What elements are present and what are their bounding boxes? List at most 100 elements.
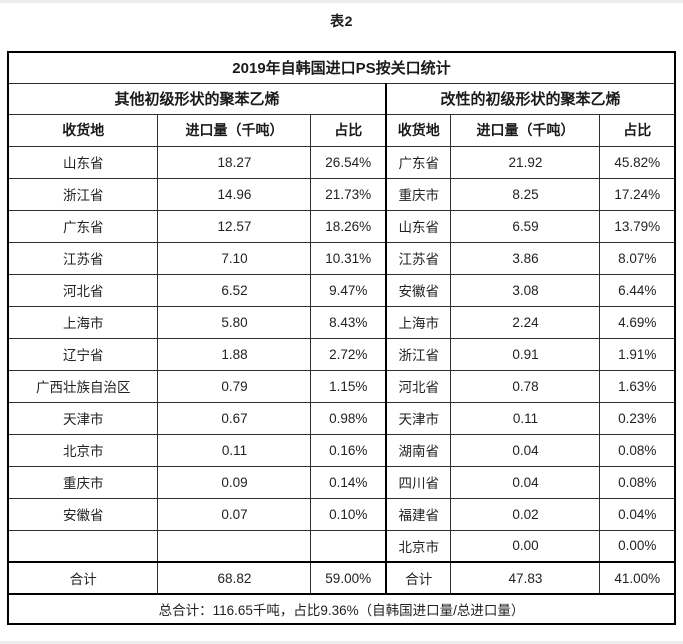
share-cell: 0.08% [599, 433, 676, 467]
import-volume-cell: 0.79 [157, 369, 312, 403]
receiver-cell: 重庆市 [384, 177, 452, 211]
receiver-cell: 江苏省 [384, 241, 452, 275]
total-label-cell: 合计 [7, 561, 159, 595]
receiver-cell: 江苏省 [7, 241, 159, 275]
column-header: 占比 [310, 113, 387, 147]
receiver-cell: 上海市 [384, 305, 452, 339]
column-header-row: 收货地 进口量（千吨） 占比 收货地 进口量（千吨） 占比 [7, 113, 676, 147]
receiver-cell [7, 529, 159, 563]
receiver-cell: 山东省 [7, 145, 159, 179]
import-volume-cell: 18.27 [157, 145, 312, 179]
share-cell: 0.00% [599, 529, 676, 563]
receiver-cell: 天津市 [7, 401, 159, 435]
total-volume-cell: 47.83 [450, 561, 601, 595]
receiver-cell: 广东省 [7, 209, 159, 243]
total-share-cell: 41.00% [599, 561, 676, 595]
receiver-cell: 河北省 [384, 369, 452, 403]
import-volume-cell: 0.67 [157, 401, 312, 435]
share-cell: 8.43% [310, 305, 387, 339]
receiver-cell: 广东省 [384, 145, 452, 179]
column-header: 收货地 [384, 113, 452, 147]
import-volume-cell: 3.08 [450, 273, 601, 307]
total-row: 合计 68.82 59.00% 合计 47.83 41.00% [7, 561, 676, 595]
import-volume-cell: 1.88 [157, 337, 312, 371]
receiver-cell: 浙江省 [384, 337, 452, 371]
table-title: 2019年自韩国进口PS按关口统计 [7, 51, 676, 84]
total-label-cell: 合计 [384, 561, 452, 595]
table-title-row: 2019年自韩国进口PS按关口统计 [7, 51, 676, 84]
receiver-cell: 北京市 [384, 529, 452, 563]
import-volume-cell: 5.80 [157, 305, 312, 339]
receiver-cell: 天津市 [384, 401, 452, 435]
share-cell: 1.63% [599, 369, 676, 403]
section-header-modified-ps: 改性的初级形状的聚苯乙烯 [384, 82, 676, 115]
receiver-cell: 上海市 [7, 305, 159, 339]
top-edge-divider [0, 0, 683, 3]
share-cell: 1.91% [599, 337, 676, 371]
column-header: 进口量（千吨） [450, 113, 601, 147]
section-header-other-ps: 其他初级形状的聚苯乙烯 [7, 82, 387, 115]
import-volume-cell: 8.25 [450, 177, 601, 211]
receiver-cell: 安徽省 [7, 497, 159, 531]
receiver-cell: 湖南省 [384, 433, 452, 467]
import-volume-cell: 2.24 [450, 305, 601, 339]
import-volume-cell: 0.11 [157, 433, 312, 467]
grand-total-text: 总合计：116.65千吨，占比9.36%（自韩国进口量/总进口量） [7, 593, 676, 625]
import-volume-cell: 14.96 [157, 177, 312, 211]
share-cell: 13.79% [599, 209, 676, 243]
import-volume-cell: 0.78 [450, 369, 601, 403]
share-cell: 6.44% [599, 273, 676, 307]
column-header: 进口量（千吨） [157, 113, 312, 147]
table-row: 广西壮族自治区 0.79 1.15% 河北省 0.78 1.63% [7, 369, 676, 403]
import-volume-cell: 6.59 [450, 209, 601, 243]
table-body: 山东省 18.27 26.54% 广东省 21.92 45.82% 浙江省 14.96 21.7… [7, 145, 676, 563]
share-cell: 0.10% [310, 497, 387, 531]
share-cell: 8.07% [599, 241, 676, 275]
import-volume-cell: 0.07 [157, 497, 312, 531]
table-row: 河北省 6.52 9.47% 安徽省 3.08 6.44% [7, 273, 676, 307]
receiver-cell: 四川省 [384, 465, 452, 499]
share-cell: 26.54% [310, 145, 387, 179]
receiver-cell: 河北省 [7, 273, 159, 307]
receiver-cell: 辽宁省 [7, 337, 159, 371]
share-cell: 2.72% [310, 337, 387, 371]
table-row: 浙江省 14.96 21.73% 重庆市 8.25 17.24% [7, 177, 676, 211]
ps-imports-table: 2019年自韩国进口PS按关口统计 其他初级形状的聚苯乙烯 改性的初级形状的聚苯… [6, 51, 677, 625]
share-cell: 17.24% [599, 177, 676, 211]
import-volume-cell: 3.86 [450, 241, 601, 275]
bottom-edge-divider [0, 641, 683, 644]
section-header-row: 其他初级形状的聚苯乙烯 改性的初级形状的聚苯乙烯 [7, 82, 676, 115]
share-cell: 0.23% [599, 401, 676, 435]
table-row: 上海市 5.80 8.43% 上海市 2.24 4.69% [7, 305, 676, 339]
import-volume-cell: 0.00 [450, 529, 601, 563]
table-row: 山东省 18.27 26.54% 广东省 21.92 45.82% [7, 145, 676, 179]
column-header: 收货地 [7, 113, 159, 147]
share-cell: 45.82% [599, 145, 676, 179]
share-cell: 0.14% [310, 465, 387, 499]
receiver-cell: 福建省 [384, 497, 452, 531]
share-cell: 18.26% [310, 209, 387, 243]
share-cell: 10.31% [310, 241, 387, 275]
receiver-cell: 北京市 [7, 433, 159, 467]
import-volume-cell: 7.10 [157, 241, 312, 275]
receiver-cell: 浙江省 [7, 177, 159, 211]
import-volume-cell [157, 529, 312, 563]
import-volume-cell: 0.04 [450, 433, 601, 467]
import-volume-cell: 0.91 [450, 337, 601, 371]
import-volume-cell: 0.11 [450, 401, 601, 435]
table-caption: 表2 [330, 13, 353, 29]
receiver-cell: 广西壮族自治区 [7, 369, 159, 403]
table-row: 辽宁省 1.88 2.72% 浙江省 0.91 1.91% [7, 337, 676, 371]
import-volume-cell: 0.04 [450, 465, 601, 499]
table-row: 北京市 0.00 0.00% [7, 529, 676, 563]
import-volume-cell: 21.92 [450, 145, 601, 179]
receiver-cell: 山东省 [384, 209, 452, 243]
receiver-cell: 重庆市 [7, 465, 159, 499]
share-cell [310, 529, 387, 563]
receiver-cell: 安徽省 [384, 273, 452, 307]
share-cell: 21.73% [310, 177, 387, 211]
column-header: 占比 [599, 113, 676, 147]
import-volume-cell: 6.52 [157, 273, 312, 307]
table-row: 重庆市 0.09 0.14% 四川省 0.04 0.08% [7, 465, 676, 499]
share-cell: 0.08% [599, 465, 676, 499]
